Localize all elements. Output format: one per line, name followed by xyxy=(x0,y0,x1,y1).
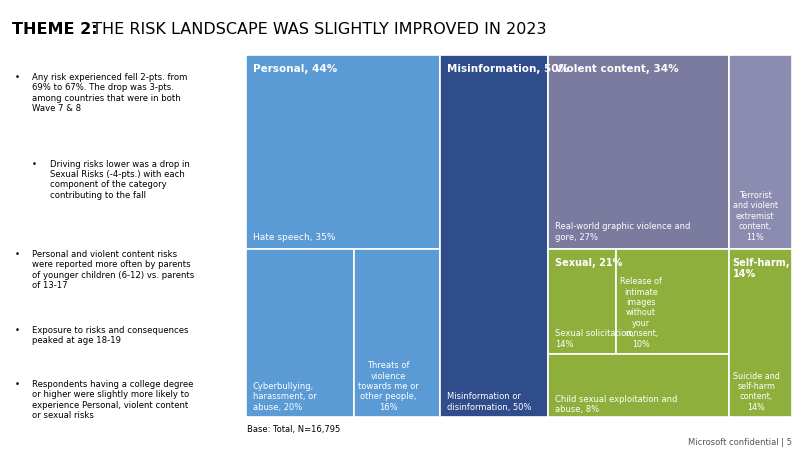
Text: •: • xyxy=(32,160,37,169)
Text: Suicide and
self-harm
content,
14%: Suicide and self-harm content, 14% xyxy=(733,372,780,412)
Bar xyxy=(354,249,440,417)
Text: •: • xyxy=(14,250,19,259)
Text: Personal, 44%: Personal, 44% xyxy=(253,64,337,74)
Text: Respondents having a college degree
or higher were slightly more likely to
exper: Respondents having a college degree or h… xyxy=(32,380,193,420)
Text: Sexual, 21%: Sexual, 21% xyxy=(555,258,622,268)
Text: Exposure to risks and consequences
peaked at age 18-19: Exposure to risks and consequences peake… xyxy=(32,326,188,345)
Text: Hate speech, 35%: Hate speech, 35% xyxy=(253,233,335,242)
Text: Terrorist
and violent
extremist
content,
11%: Terrorist and violent extremist content,… xyxy=(733,191,778,242)
Text: •: • xyxy=(14,380,19,389)
Bar xyxy=(729,55,792,249)
Text: Driving risks lower was a drop in
Sexual Risks (-4-pts.) with each
component of : Driving risks lower was a drop in Sexual… xyxy=(50,160,189,200)
Text: Sexual solicitation,
14%: Sexual solicitation, 14% xyxy=(555,329,634,349)
Text: •: • xyxy=(14,326,19,335)
Bar xyxy=(440,55,549,417)
Text: Real-world graphic violence and
gore, 27%: Real-world graphic violence and gore, 27… xyxy=(555,222,691,242)
Text: Cyberbullying,
harassment, or
abuse, 20%: Cyberbullying, harassment, or abuse, 20% xyxy=(253,382,317,412)
Text: Child sexual exploitation and
abuse, 8%: Child sexual exploitation and abuse, 8% xyxy=(555,395,677,414)
Text: Base: Total, N=16,795: Base: Total, N=16,795 xyxy=(247,425,340,434)
Text: THE RISK LANDSCAPE WAS SLIGHTLY IMPROVED IN 2023: THE RISK LANDSCAPE WAS SLIGHTLY IMPROVED… xyxy=(87,22,547,37)
Text: Threats of
violence
towards me or
other people,
16%: Threats of violence towards me or other … xyxy=(358,361,419,412)
Bar xyxy=(549,55,729,249)
Bar xyxy=(729,249,792,417)
Text: •: • xyxy=(14,73,19,82)
Text: Misinformation or
disinformation, 50%: Misinformation or disinformation, 50% xyxy=(447,392,531,412)
Bar xyxy=(549,354,729,417)
Text: Release of
intimate
images
without
your
consent,
10%: Release of intimate images without your … xyxy=(620,277,662,349)
Text: Any risk experienced fell 2-pts. from
69% to 67%. The drop was 3-pts.
among coun: Any risk experienced fell 2-pts. from 69… xyxy=(32,73,188,113)
Text: Personal and violent content risks
were reported more often by parents
of younge: Personal and violent content risks were … xyxy=(32,250,194,290)
Bar xyxy=(616,249,729,354)
Text: Misinformation, 50%: Misinformation, 50% xyxy=(447,64,569,74)
Text: THEME 2:: THEME 2: xyxy=(12,22,98,37)
Bar xyxy=(549,249,616,354)
Bar xyxy=(246,55,440,249)
Text: Microsoft confidential | 5: Microsoft confidential | 5 xyxy=(688,438,792,447)
Bar xyxy=(246,249,354,417)
Text: Violent content, 34%: Violent content, 34% xyxy=(555,64,678,74)
Text: Self-harm,
14%: Self-harm, 14% xyxy=(733,258,790,280)
